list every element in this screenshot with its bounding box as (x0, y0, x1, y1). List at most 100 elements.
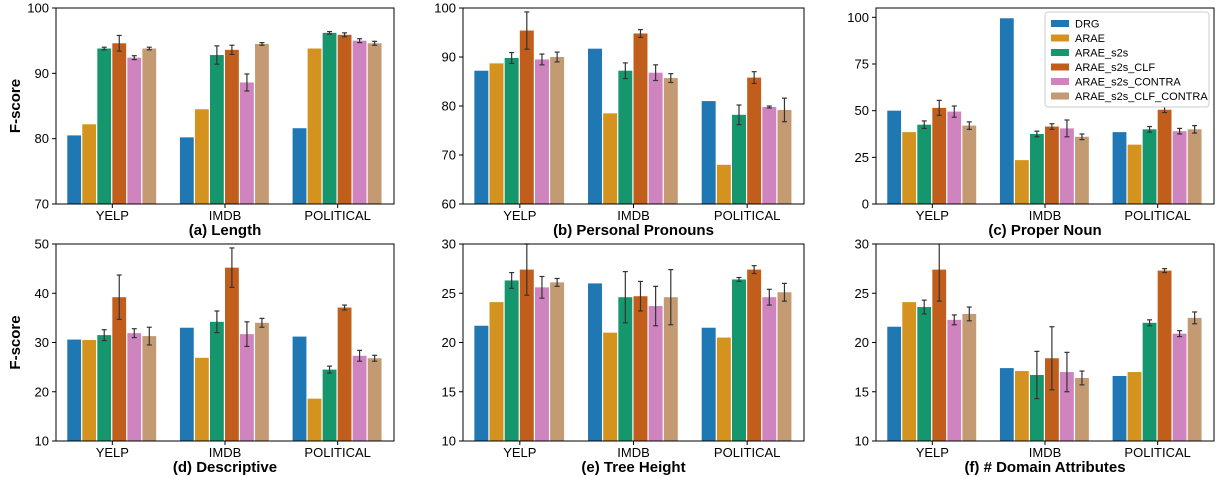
bar-ARAE_s2s_CLF_CONTRA-YELP (142, 336, 157, 441)
y-tick-label: 60 (442, 197, 456, 212)
error-bar-ARAE_s2s_CONTRA-IMDB (244, 73, 250, 92)
chart-panel-4: 10 20 30 40 50 YELP IMDB POLITICAL (d) Descripti… (7, 237, 395, 476)
bar-DRG-IMDB (999, 18, 1014, 204)
bar-ARAE_s2s_CLF-YELP (112, 43, 127, 204)
error-bar-ARAE_s2s-POLITICAL (1147, 125, 1153, 133)
bar-ARAE-IMDB (603, 113, 618, 204)
bar-ARAE_s2s_CLF_CONTRA-IMDB (663, 297, 678, 441)
legend-label: ARAE (1075, 33, 1105, 45)
bar-ARAE_s2s-IMDB (1029, 375, 1044, 441)
y-tick-label: 10 (855, 434, 869, 449)
y-tick-label: 15 (855, 384, 869, 399)
bar-ARAE-IMDB (1014, 160, 1029, 204)
bar-ARAE_s2s-IMDB (209, 55, 224, 204)
legend-label: ARAE_s2s_CLF_CONTRA (1075, 91, 1208, 103)
chart-title: (a) Length (189, 222, 262, 239)
bar-ARAE_s2s_CLF_CONTRA-POLITICAL (367, 358, 382, 441)
bar-DRG-YELP (887, 326, 902, 441)
bar-ARAE_s2s_CLF-IMDB (633, 33, 648, 205)
bar-DRG-YELP (67, 135, 82, 204)
bar-ARAE_s2s-YELP (97, 48, 112, 205)
chart-panel-6: 10 15 20 25 30 YELP IMDB POLITICAL(f) # Domain … (855, 237, 1215, 476)
error-bar-ARAE_s2s_CLF-IMDB (1049, 326, 1055, 391)
bar-ARAE_s2s_CONTRA-POLITICAL (762, 297, 777, 441)
y-axis-label: F-score (7, 315, 24, 369)
y-tick-label: 30 (855, 237, 869, 252)
bar-ARAE_s2s_CLF_CONTRA-IMDB (1075, 136, 1089, 204)
bar-ARAE-IMDB (194, 109, 209, 204)
error-bar-ARAE_s2s-IMDB (214, 45, 220, 65)
error-bar-ARAE_s2s_CLF_CONTRA-POLITICAL (1192, 124, 1198, 134)
bar-DRG-YELP (474, 325, 489, 441)
bar-ARAE_s2s_CLF-IMDB (225, 267, 239, 441)
error-bar-ARAE_s2s_CLF_CONTRA-POLITICAL (781, 282, 787, 302)
bar-DRG-POLITICAL (292, 128, 307, 204)
bar-ARAE_s2s_CLF_CONTRA-POLITICAL (777, 292, 792, 441)
y-tick-label: 100 (434, 1, 456, 16)
bar-ARAE-IMDB (603, 332, 618, 441)
bar-ARAE_s2s_CONTRA-POLITICAL (1172, 333, 1187, 441)
error-bar-ARAE_s2s_CONTRA-POLITICAL (357, 38, 363, 44)
bar-ARAE-YELP (902, 302, 917, 441)
bar-ARAE-POLITICAL (1127, 144, 1142, 204)
bar-DRG-IMDB (179, 137, 194, 204)
y-tick-label: 50 (855, 103, 869, 118)
bar-ARAE_s2s_CLF-YELP (112, 297, 127, 441)
x-tick-label: YELP (96, 445, 129, 460)
bar-ARAE_s2s_CLF_CONTRA-IMDB (255, 322, 269, 441)
error-bar-ARAE_s2s-YELP (101, 46, 107, 51)
y-tick-label: 25 (855, 150, 869, 165)
error-bar-ARAE_s2s_CONTRA-POLITICAL (1177, 127, 1183, 135)
bar-ARAE_s2s_CLF_CONTRA-YELP (142, 48, 157, 205)
bar-DRG-POLITICAL (701, 327, 716, 441)
bar-ARAE_s2s_CONTRA-IMDB (648, 72, 663, 205)
bar-ARAE_s2s_CONTRA-IMDB (648, 306, 663, 441)
bar-ARAE_s2s_CONTRA-YELP (534, 287, 549, 441)
error-bar-ARAE_s2s_CLF_CONTRA-IMDB (668, 269, 674, 326)
error-bar-ARAE_s2s_CONTRA-IMDB (244, 321, 250, 348)
bar-ARAE_s2s_CLF-POLITICAL (337, 34, 352, 204)
error-bar-ARAE_s2s-IMDB (622, 270, 628, 324)
bar-ARAE_s2s_CLF_CONTRA-POLITICAL (1187, 129, 1202, 204)
bar-ARAE_s2s_CONTRA-POLITICAL (352, 355, 367, 441)
x-tick-label: POLITICAL (1124, 445, 1190, 460)
error-bar-ARAE_s2s-POLITICAL (327, 365, 333, 374)
error-bar-ARAE_s2s_CLF-POLITICAL (751, 265, 757, 275)
error-bar-ARAE_s2s_CLF_CONTRA-POLITICAL (372, 40, 378, 46)
bar-ARAE_s2s_CLF_CONTRA-IMDB (1075, 377, 1089, 441)
error-bar-ARAE_s2s_CLF-YELP (116, 34, 122, 52)
bar-ARAE_s2s_CONTRA-IMDB (1060, 128, 1074, 204)
error-bar-ARAE_s2s_CONTRA-POLITICAL (357, 349, 363, 362)
bar-ARAE-POLITICAL (307, 398, 322, 441)
x-tick-label: POLITICAL (1124, 208, 1190, 223)
chart-title: (e) Tree Height (581, 459, 685, 476)
error-bar-ARAE_s2s-YELP (921, 299, 927, 315)
error-bar-ARAE_s2s_CONTRA-YELP (539, 53, 545, 66)
error-bar-ARAE_s2s-IMDB (214, 310, 220, 334)
bar-DRG-IMDB (588, 48, 602, 204)
y-tick-label: 70 (35, 197, 49, 212)
y-tick-label: 25 (442, 286, 456, 301)
y-tick-label: 90 (442, 50, 456, 65)
error-bar-ARAE_s2s_CONTRA-YELP (131, 328, 137, 339)
chart-title: (c) Proper Noun (988, 222, 1101, 239)
error-bar-ARAE_s2s_CLF_CONTRA-YELP (146, 326, 152, 346)
bar-ARAE_s2s_CLF-YELP (519, 269, 534, 441)
bar-DRG-YELP (474, 70, 489, 204)
bar-DRG-IMDB (999, 368, 1014, 441)
legend-swatch-DRG (1051, 20, 1069, 27)
bar-DRG-YELP (67, 339, 82, 441)
error-bar-ARAE_s2s_CLF-IMDB (637, 280, 643, 312)
error-bar-ARAE_s2s_CONTRA-POLITICAL (1177, 330, 1183, 338)
error-bar-ARAE_s2s_CLF_CONTRA-IMDB (259, 317, 265, 328)
bar-ARAE-YELP (489, 63, 504, 205)
error-bar-ARAE_s2s_CLF-IMDB (1049, 123, 1055, 130)
bar-ARAE_s2s_CONTRA-IMDB (1060, 372, 1074, 441)
bar-ARAE_s2s_CLF_CONTRA-POLITICAL (367, 43, 382, 204)
bar-DRG-POLITICAL (701, 101, 716, 204)
x-tick-label: YELP (503, 208, 536, 223)
bar-ARAE_s2s-YELP (917, 124, 932, 204)
x-tick-label: POLITICAL (714, 208, 780, 223)
bar-ARAE-YELP (82, 340, 97, 441)
error-bar-ARAE_s2s-IMDB (1034, 350, 1040, 400)
